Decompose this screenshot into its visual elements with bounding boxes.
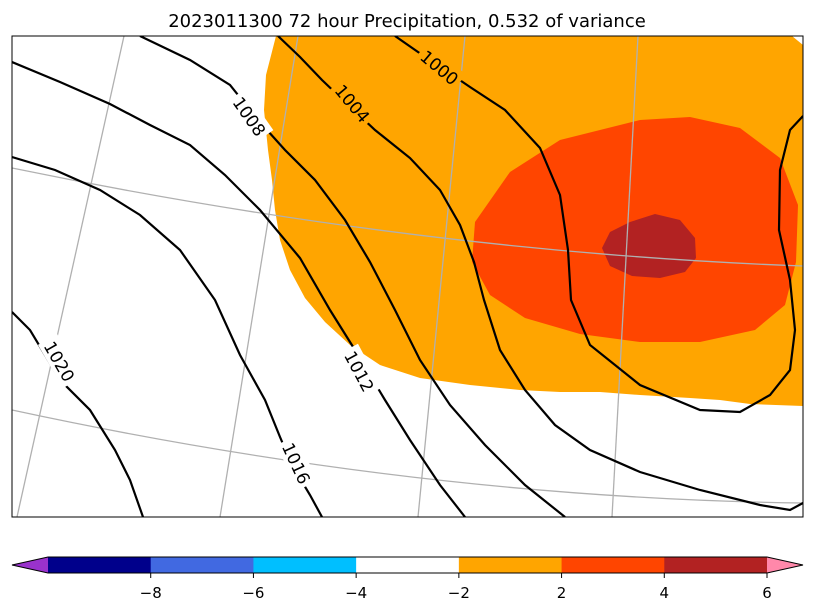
colorbar-tick-label: −6: [242, 584, 264, 602]
colorbar-segment: [356, 557, 460, 573]
colorbar-tick-label: −8: [140, 584, 162, 602]
map-title: 2023011300 72 hour Precipitation, 0.532 …: [168, 11, 646, 32]
isobar-1008: [139, 36, 566, 517]
graticule: [12, 36, 803, 517]
map-frame: [11, 35, 804, 518]
graticule-meridian: [417, 36, 466, 517]
map-panel: 1000 1004 1008 1012 1016 1020: [12, 36, 803, 517]
graticule-meridian: [611, 36, 639, 517]
colorbar-extend-min: [12, 557, 48, 573]
colorbar-tick-label: −2: [448, 584, 470, 602]
colorbar-segment: [458, 557, 563, 573]
colorbar-tick-label: 2: [557, 584, 567, 602]
colorbar-segment: [150, 557, 254, 573]
isobar-1000: [394, 36, 803, 414]
graticule-meridian: [16, 36, 125, 517]
colorbar: −8−6−4−22468: [11, 556, 804, 602]
colorbar-outline: [11, 556, 804, 574]
colorbar-segment: [664, 557, 768, 573]
colorbar-tick-label: 6: [762, 584, 772, 602]
isobar-1020: [12, 311, 145, 517]
colorbar-segment: [561, 557, 665, 573]
colorbar-segment: [48, 557, 152, 573]
colorbar-extend-max: [767, 557, 803, 573]
colorbar-segment: [253, 557, 357, 573]
colorbar-tick-label: −4: [345, 584, 367, 602]
graticule-parallel: [12, 167, 803, 267]
graticule-meridian: [219, 36, 299, 517]
colorbar-tick-label: 4: [660, 584, 670, 602]
graticule-parallel: [12, 409, 803, 504]
isobar-1012: [12, 60, 466, 517]
